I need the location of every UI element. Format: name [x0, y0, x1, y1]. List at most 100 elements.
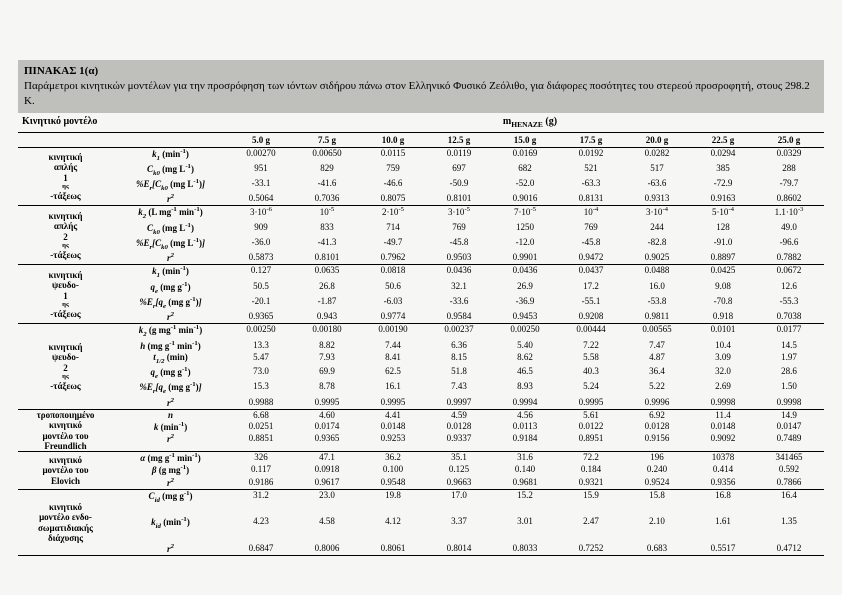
value-cell: 8.82: [294, 340, 360, 352]
value-cell: 5.22: [624, 381, 690, 396]
value-cell: 62.5: [360, 366, 426, 381]
value-cell: 0.9995: [360, 397, 426, 409]
param-row: [113, 505, 824, 516]
value-cell: 7.93: [294, 352, 360, 366]
param-row: qe (mg g-1)50.526.850.632.126.917.216.09…: [113, 281, 824, 296]
param-name: k2 (L mg-1 min-1): [113, 206, 228, 221]
header-mass-col: 17.5 g: [558, 133, 624, 147]
value-cell: 0.592: [756, 464, 822, 476]
param-name: h (mg g-1 min-1): [113, 340, 228, 352]
param-name: k1 (min-1): [113, 265, 228, 280]
value-cell: 0.4712: [756, 543, 822, 555]
value-cell: 0.0635: [294, 265, 360, 280]
model-rows: k2 (g mg-1 min-1)0.002500.001800.001900.…: [113, 324, 824, 408]
value-cell: 73.0: [228, 366, 294, 381]
header-mass-col: 20.0 g: [624, 133, 690, 147]
value-cell: 0.00444: [558, 324, 624, 339]
value-cell: 7.47: [624, 340, 690, 352]
value-cell: [426, 505, 492, 516]
value-cell: -36.9: [492, 296, 558, 311]
value-cell: 0.918: [690, 311, 756, 323]
value-cell: 521: [558, 163, 624, 178]
value-cell: 19.8: [360, 490, 426, 505]
value-cell: -55.3: [756, 296, 822, 311]
value-cell: 0.127: [228, 265, 294, 280]
param-row: k1 (min-1)0.002700.006500.01150.01190.01…: [113, 148, 824, 163]
value-cell: 0.00250: [228, 324, 294, 339]
value-cell: 0.0148: [690, 421, 756, 433]
param-name: [113, 532, 228, 543]
value-cell: 0.9995: [558, 397, 624, 409]
value-cell: 0.0425: [690, 265, 756, 280]
value-cell: 0.9092: [690, 433, 756, 445]
model-label: κινητικήψευδο-2ης-τάξεως: [18, 324, 113, 408]
value-cell: 0.9186: [228, 477, 294, 489]
value-cell: 833: [294, 222, 360, 237]
param-name: t1/2 (min): [113, 352, 228, 366]
value-cell: 0.0436: [426, 265, 492, 280]
value-cell: 10-5: [294, 206, 360, 221]
value-cell: 0.9208: [558, 311, 624, 323]
value-cell: 0.8061: [360, 543, 426, 555]
param-row: r20.68470.80060.80610.80140.80330.72520.…: [113, 543, 824, 555]
value-cell: 0.184: [558, 464, 624, 476]
value-cell: -63.3: [558, 178, 624, 193]
param-name: n: [113, 410, 228, 421]
value-cell: 0.9774: [360, 311, 426, 323]
param-name: Ck0 (mg L-1): [113, 163, 228, 178]
value-cell: -46.6: [360, 178, 426, 193]
value-cell: 11.4: [690, 410, 756, 421]
value-cell: 14.9: [756, 410, 822, 421]
value-cell: 8.78: [294, 381, 360, 396]
value-cell: 17.0: [426, 490, 492, 505]
value-cell: 12.6: [756, 281, 822, 296]
value-cell: 697: [426, 163, 492, 178]
model-label: κινητικήψευδο-1ης-τάξεως: [18, 265, 113, 323]
value-cell: 0.0672: [756, 265, 822, 280]
value-cell: 7.22: [558, 340, 624, 352]
param-row: h (mg g-1 min-1)13.38.827.446.365.407.22…: [113, 340, 824, 352]
value-cell: [228, 532, 294, 543]
value-cell: [690, 505, 756, 516]
value-cell: -45.8: [558, 237, 624, 252]
param-name: k1 (min-1): [113, 148, 228, 163]
param-row: t1/2 (min)5.477.938.418.158.625.584.873.…: [113, 352, 824, 366]
value-cell: 47.1: [294, 452, 360, 464]
model-label: κινητικήαπλής2ης-τάξεως: [18, 206, 113, 264]
model-group: κινητικήαπλής1ης-τάξεωςk1 (min-1)0.00270…: [18, 148, 824, 207]
value-cell: 5·10-4: [690, 206, 756, 221]
value-cell: 0.9016: [492, 193, 558, 205]
value-cell: 0.8101: [426, 193, 492, 205]
value-cell: 72.2: [558, 452, 624, 464]
value-cell: 15.8: [624, 490, 690, 505]
value-cell: 0.0329: [756, 148, 822, 163]
value-cell: 8.62: [492, 352, 558, 366]
value-cell: [360, 505, 426, 516]
table-body: κινητικήαπλής1ης-τάξεωςk1 (min-1)0.00270…: [18, 148, 824, 557]
value-cell: 0.0818: [360, 265, 426, 280]
value-cell: 0.9253: [360, 433, 426, 445]
model-rows: k2 (L mg-1 min-1)3·10-610-52·10-53·10-57…: [113, 206, 824, 264]
value-cell: 5.58: [558, 352, 624, 366]
value-cell: 0.9994: [492, 397, 558, 409]
value-cell: 16.4: [756, 490, 822, 505]
param-name: Cid (mg g-1): [113, 490, 228, 505]
value-cell: 0.00650: [294, 148, 360, 163]
value-cell: 0.0113: [492, 421, 558, 433]
value-cell: 16.8: [690, 490, 756, 505]
value-cell: 16.1: [360, 381, 426, 396]
param-name: %Er[Ck0 (mg L-1)]: [113, 237, 228, 252]
value-cell: -33.6: [426, 296, 492, 311]
value-cell: 0.8014: [426, 543, 492, 555]
value-cell: 50.6: [360, 281, 426, 296]
value-cell: 49.0: [756, 222, 822, 237]
value-cell: 0.9584: [426, 311, 492, 323]
value-cell: 1.1·10-3: [756, 206, 822, 221]
value-cell: 5.61: [558, 410, 624, 421]
param-name: k (min-1): [113, 421, 228, 433]
value-cell: [558, 505, 624, 516]
header-mass-col: 7.5 g: [294, 133, 360, 147]
model-rows: α (mg g-1 min-1)32647.136.235.131.672.21…: [113, 452, 824, 489]
value-cell: 0.240: [624, 464, 690, 476]
header-mass-col: 15.0 g: [492, 133, 558, 147]
